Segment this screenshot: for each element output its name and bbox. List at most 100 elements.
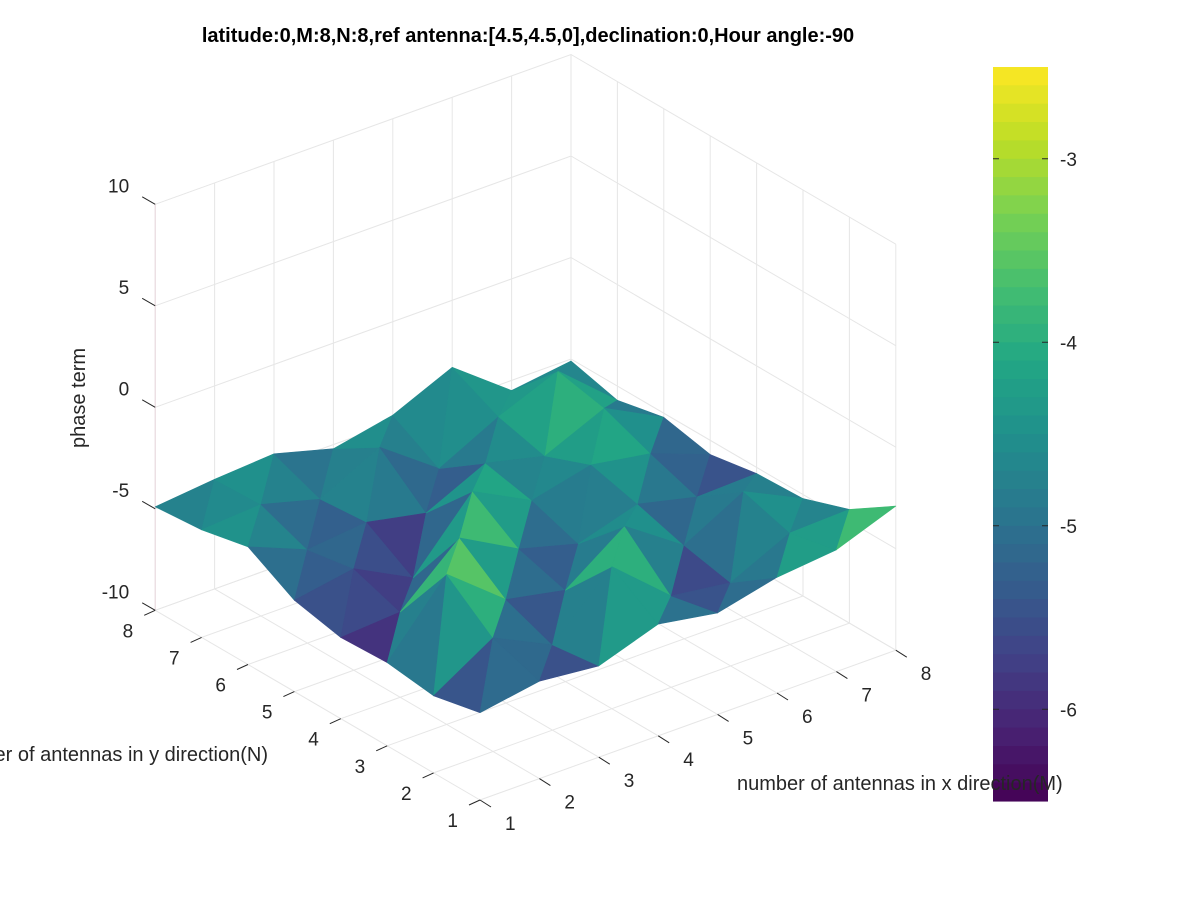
y-axis-label: number of antennas in y direction(N) bbox=[0, 744, 268, 766]
colorbar-segment bbox=[993, 305, 1048, 325]
x-tick-label: 8 bbox=[921, 664, 932, 685]
colorbar-segment bbox=[993, 360, 1048, 380]
colorbar-segment bbox=[993, 140, 1048, 160]
colorbar-segment bbox=[993, 562, 1048, 582]
y-tick-label: 7 bbox=[169, 648, 180, 669]
surface-facet bbox=[836, 505, 897, 551]
colorbar-segment bbox=[993, 122, 1048, 141]
colorbar-segment bbox=[993, 85, 1048, 105]
colorbar-segment bbox=[993, 635, 1048, 655]
colorbar-tick-label: -3 bbox=[1060, 150, 1077, 171]
surface-mesh bbox=[154, 360, 897, 714]
z-tick bbox=[141, 500, 156, 510]
grid-line bbox=[154, 609, 481, 801]
colorbar-segment bbox=[993, 599, 1048, 619]
colorbar-segment bbox=[993, 103, 1048, 123]
grid-line bbox=[479, 649, 896, 801]
grid-line bbox=[155, 53, 897, 245]
y-tick bbox=[375, 745, 388, 752]
x-tick bbox=[717, 713, 729, 722]
colorbar-segment bbox=[993, 158, 1048, 178]
colorbar-tick-label: -4 bbox=[1060, 333, 1077, 354]
x-tick-label: 5 bbox=[743, 728, 754, 749]
x-tick bbox=[479, 799, 492, 808]
y-tick-label: 5 bbox=[262, 703, 273, 724]
x-tick-label: 4 bbox=[683, 750, 694, 771]
colorbar-segment bbox=[993, 195, 1048, 215]
colorbar-segment bbox=[993, 617, 1048, 637]
colorbar-tick-label: -6 bbox=[1060, 700, 1077, 721]
colorbar-tick-label: -5 bbox=[1060, 517, 1077, 538]
y-tick bbox=[236, 664, 249, 670]
y-tick bbox=[283, 691, 295, 698]
colorbar-segment bbox=[993, 746, 1048, 765]
colorbar-segment bbox=[993, 213, 1048, 233]
x-tick bbox=[539, 778, 551, 787]
x-tick-label: 1 bbox=[505, 814, 516, 835]
z-tick bbox=[141, 297, 156, 307]
colorbar-segment bbox=[993, 654, 1048, 674]
z-tick-label: 0 bbox=[119, 379, 130, 400]
colorbar-segment bbox=[993, 764, 1048, 784]
x-tick bbox=[776, 692, 789, 701]
y-tick bbox=[143, 609, 156, 616]
colorbar-segment bbox=[993, 177, 1048, 197]
x-axis-label: number of antennas in x direction(M) bbox=[737, 773, 1063, 795]
x-tick-label: 6 bbox=[802, 707, 813, 728]
colorbar-segment bbox=[993, 232, 1048, 252]
colorbar-segment bbox=[993, 544, 1048, 564]
y-tick-label: 4 bbox=[308, 730, 319, 751]
x-tick bbox=[895, 649, 908, 658]
z-tick-label: -10 bbox=[102, 582, 129, 603]
y-tick-label: 6 bbox=[215, 676, 226, 697]
colorbar: -3 -4 -5 -6 bbox=[993, 67, 1077, 802]
colorbar-segment bbox=[993, 287, 1048, 307]
z-tick bbox=[141, 399, 156, 408]
x-tick-label: 7 bbox=[861, 686, 872, 707]
colorbar-segment bbox=[993, 415, 1048, 435]
grid-line bbox=[214, 588, 540, 780]
colorbar-segment bbox=[993, 580, 1048, 600]
y-tick bbox=[422, 772, 434, 779]
z-axis-label: phase term bbox=[68, 348, 90, 448]
colorbar-segment bbox=[993, 323, 1048, 343]
y-tick bbox=[329, 718, 342, 725]
colorbar-segment bbox=[993, 434, 1048, 453]
y-tick-label: 2 bbox=[401, 784, 412, 805]
colorbar-segment bbox=[993, 342, 1048, 362]
z-tick bbox=[141, 196, 156, 205]
y-tick bbox=[190, 636, 202, 643]
y-tick-label: 3 bbox=[355, 757, 366, 778]
colorbar-segment bbox=[993, 470, 1048, 490]
y-tick bbox=[468, 799, 481, 806]
colorbar-segment bbox=[993, 525, 1048, 545]
colorbar-segment bbox=[993, 782, 1048, 802]
colorbar-segment bbox=[993, 672, 1048, 692]
x-tick bbox=[836, 671, 848, 680]
colorbar-segment bbox=[993, 67, 1048, 86]
colorbar-segment bbox=[993, 268, 1048, 288]
colorbar-segment bbox=[993, 397, 1048, 417]
colorbar-segment bbox=[993, 452, 1048, 472]
x-tick-label: 2 bbox=[564, 793, 575, 814]
colorbar-segment bbox=[993, 489, 1048, 509]
grid-line bbox=[155, 256, 897, 448]
grid-line bbox=[387, 595, 804, 747]
z-tick-label: -5 bbox=[112, 481, 129, 502]
z-tick-label: 10 bbox=[108, 176, 129, 197]
z-tick bbox=[141, 602, 156, 611]
x-tick bbox=[598, 756, 611, 765]
grid-line bbox=[433, 622, 850, 774]
y-tick-label: 1 bbox=[447, 811, 458, 832]
colorbar-segment bbox=[993, 690, 1048, 710]
colorbar-segment bbox=[993, 507, 1048, 527]
colorbar-segment bbox=[993, 727, 1048, 747]
colorbar-segment bbox=[993, 250, 1048, 270]
x-tick bbox=[657, 735, 670, 744]
colorbar-segment bbox=[993, 709, 1048, 729]
chart-title: latitude:0,M:8,N:8,ref antenna:[4.5,4.5,… bbox=[202, 25, 854, 47]
x-tick-label: 3 bbox=[624, 771, 635, 792]
y-tick-label: 8 bbox=[123, 621, 134, 642]
colorbar-segment bbox=[993, 378, 1048, 398]
